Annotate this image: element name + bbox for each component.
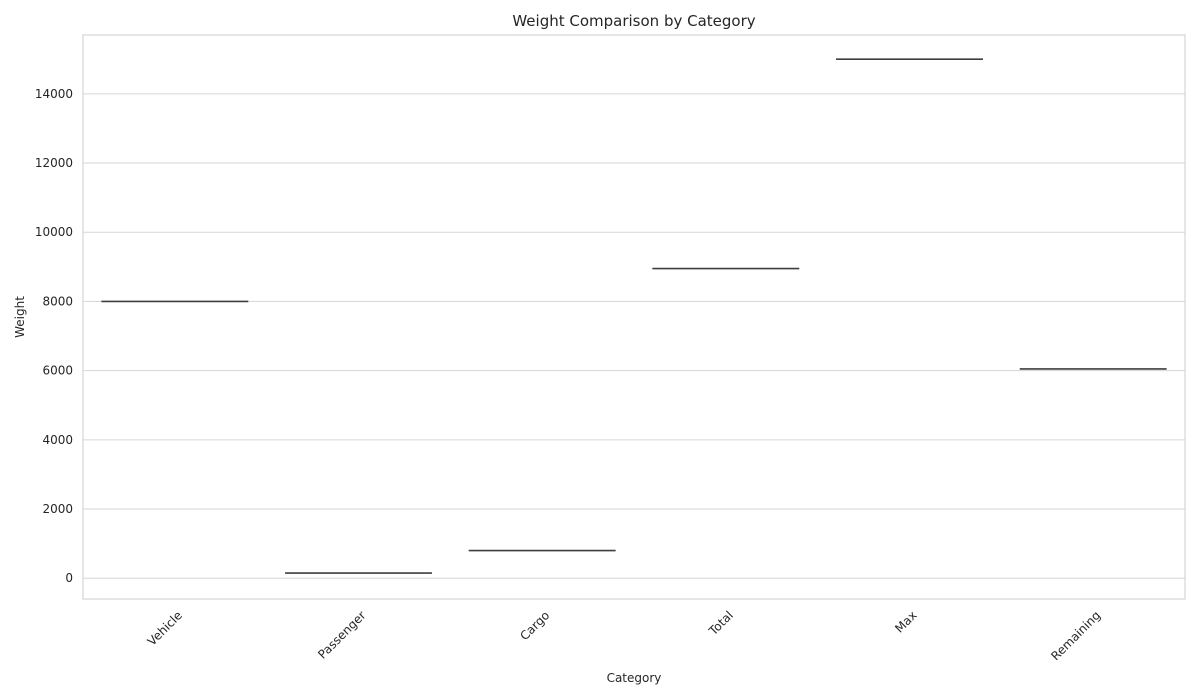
x-tick-label: Total [706,608,736,638]
y-tick-label: 4000 [42,433,73,447]
y-tick-label: 2000 [42,502,73,516]
y-tick-label: 14000 [35,87,73,101]
y-tick-label: 12000 [35,156,73,170]
y-tick-labels: 0 2000 4000 6000 8000 10000 12000 14000 [35,87,73,585]
y-tick-label: 0 [65,571,73,585]
x-tick-labels: Vehicle Passenger Cargo Total Max Remaining [145,608,1104,663]
x-tick-label: Vehicle [145,608,185,648]
y-axis-label: Weight [13,296,27,338]
y-tick-label: 8000 [42,294,73,308]
y-tick-label: 10000 [35,225,73,239]
x-tick-label: Cargo [517,608,552,643]
plot-frame [82,34,1186,600]
chart-title: Weight Comparison by Category [512,12,755,30]
x-axis-label: Category [607,671,662,685]
x-tick-label: Passenger [315,608,368,661]
box-marks [101,58,1167,574]
y-tick-label: 6000 [42,364,73,378]
gridlines [83,93,1185,579]
x-tick-label: Max [892,608,919,635]
x-tick-label: Remaining [1048,608,1103,663]
